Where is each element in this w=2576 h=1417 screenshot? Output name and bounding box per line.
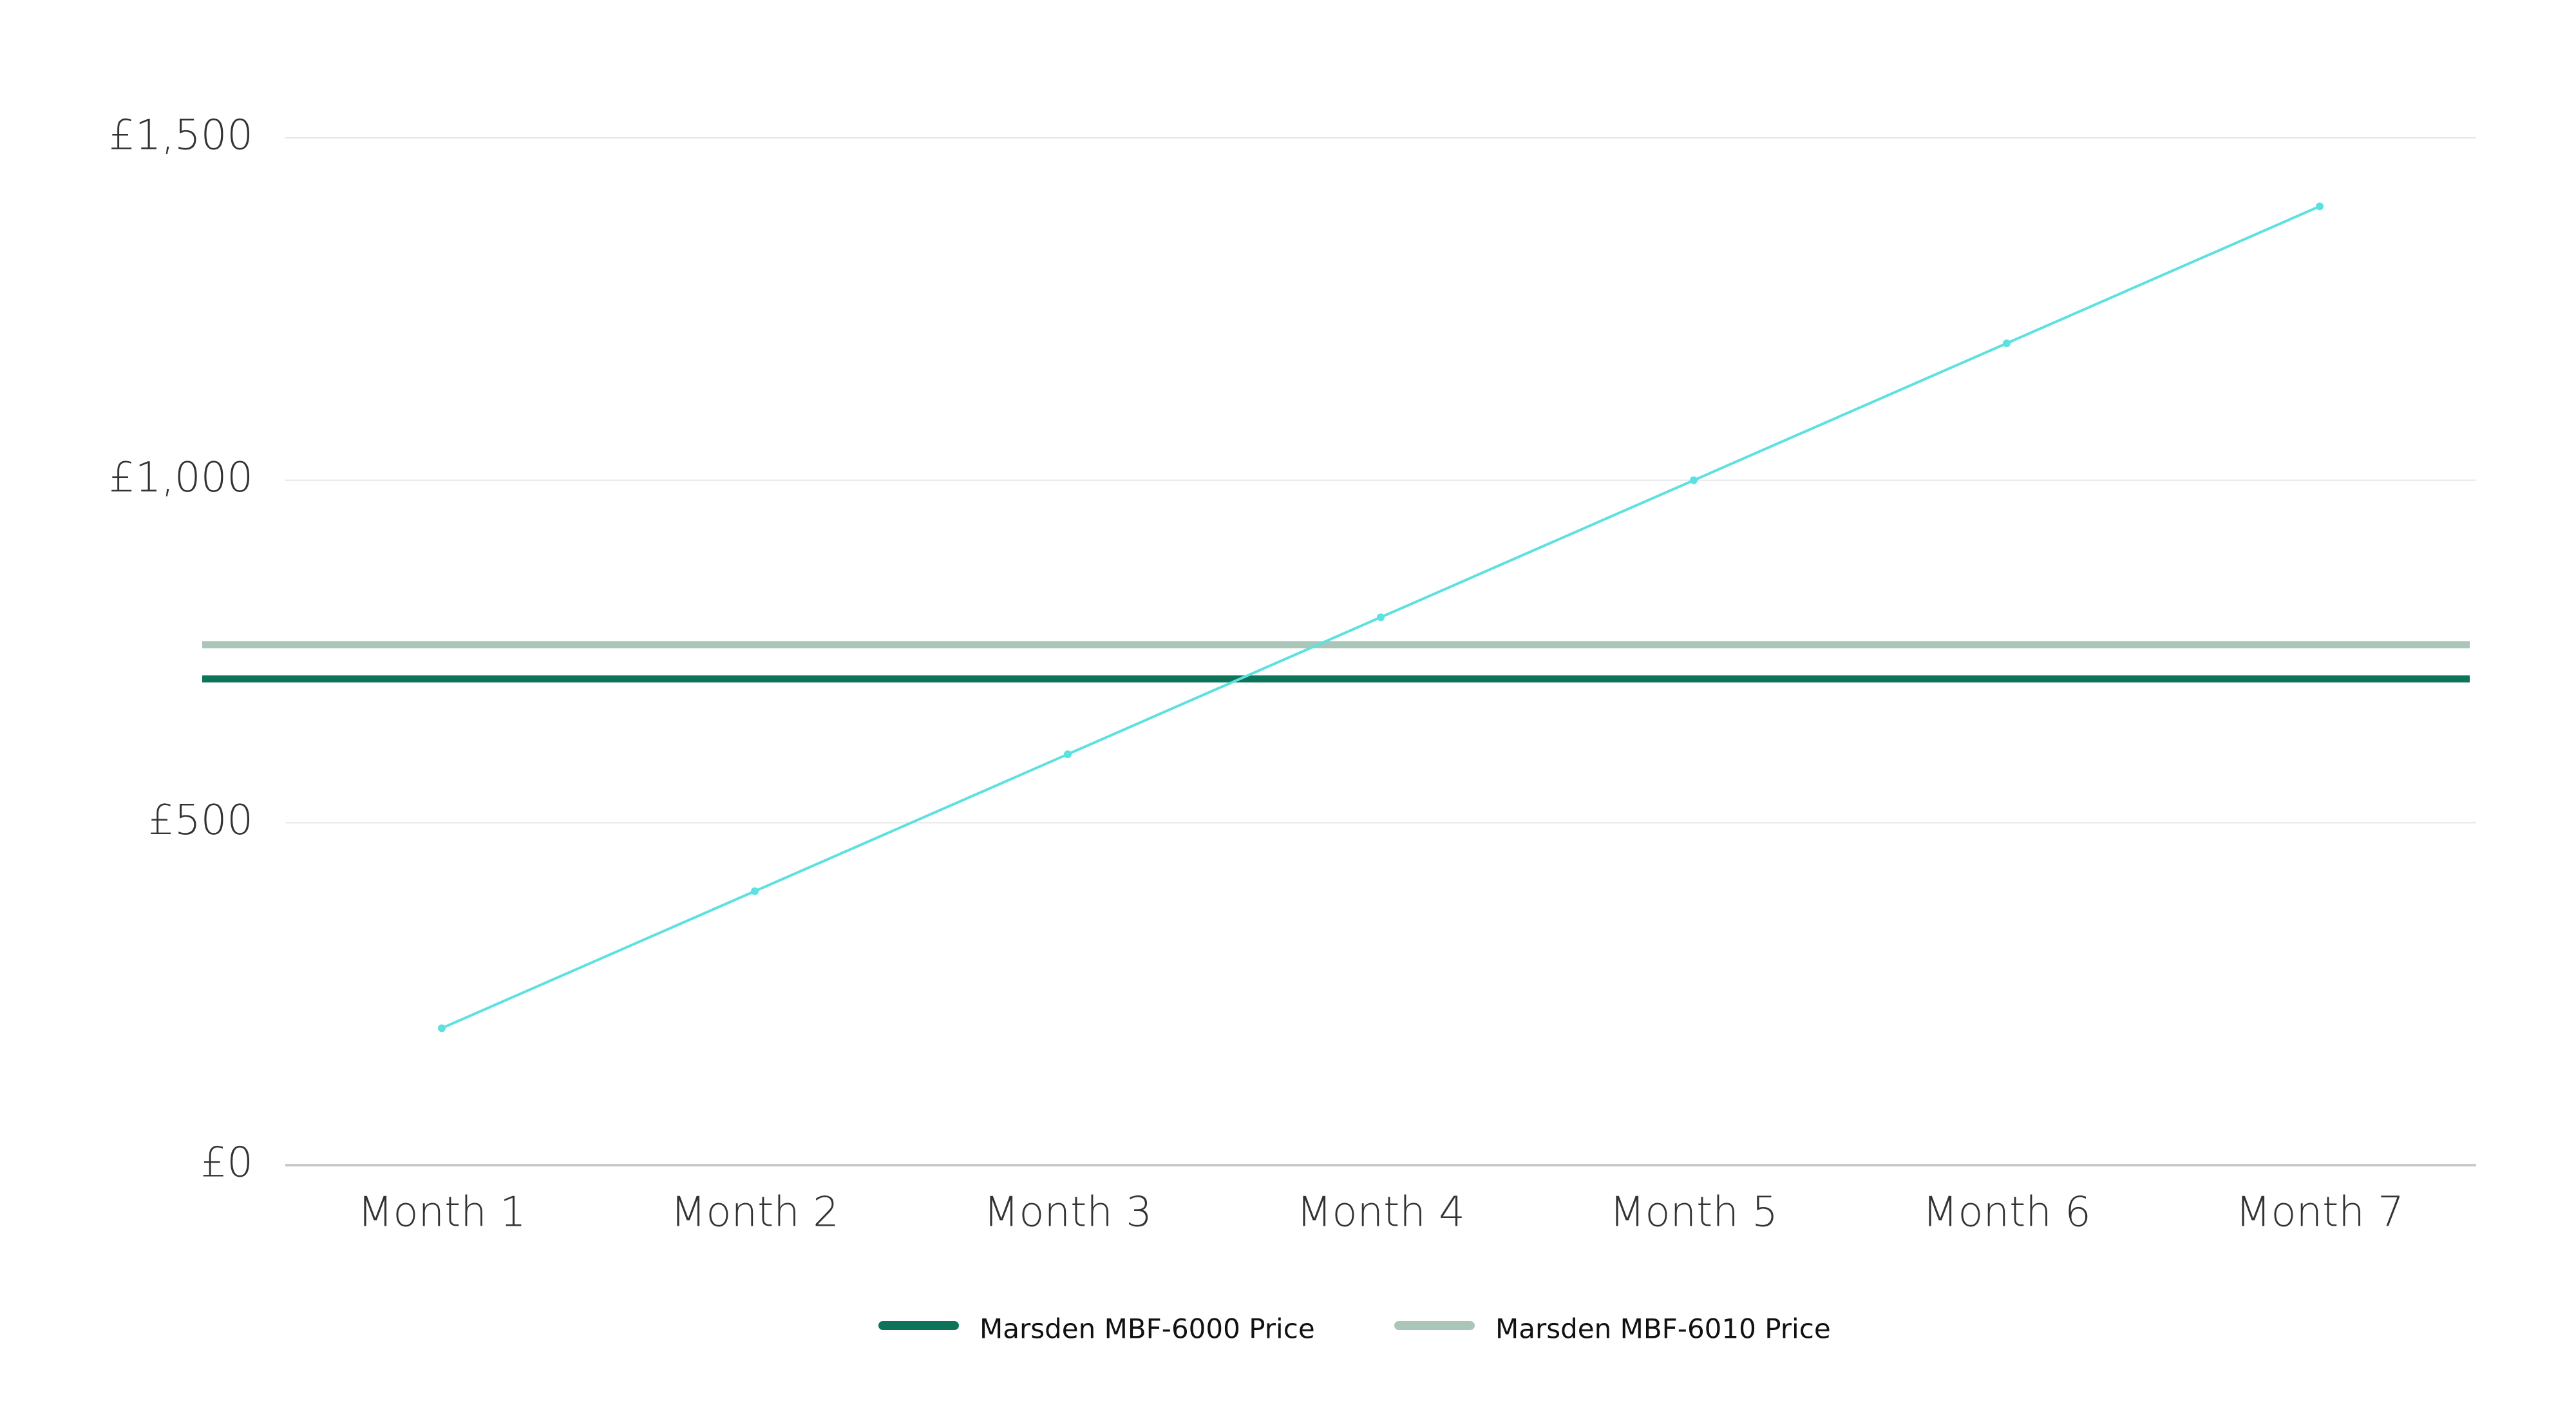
series-point xyxy=(2003,339,2011,347)
x-tick-label: Month 4 xyxy=(1296,1189,1465,1237)
series-point xyxy=(438,1024,446,1032)
legend-label: Marsden MBF-6010 Price xyxy=(1495,1313,1831,1345)
y-tick-label: £0 xyxy=(201,1139,253,1187)
x-tick-label: Month 2 xyxy=(670,1189,839,1237)
x-tick-label: Month 5 xyxy=(1609,1189,1778,1237)
x-tick-label: Month 7 xyxy=(2235,1189,2404,1237)
series-point xyxy=(1377,613,1385,622)
x-tick-label: Month 3 xyxy=(983,1189,1152,1237)
series-point xyxy=(1690,476,1698,484)
y-tick-label: £1,500 xyxy=(109,112,253,160)
x-tick-label: Month 1 xyxy=(357,1189,526,1237)
series-point xyxy=(2316,202,2324,211)
legend-label: Marsden MBF-6000 Price xyxy=(980,1313,1315,1345)
y-tick-label: £500 xyxy=(148,797,253,844)
x-tick-label: Month 6 xyxy=(1922,1189,2091,1237)
series-point xyxy=(1064,750,1072,758)
series-point xyxy=(751,887,759,895)
y-tick-label: £1,000 xyxy=(109,454,253,502)
